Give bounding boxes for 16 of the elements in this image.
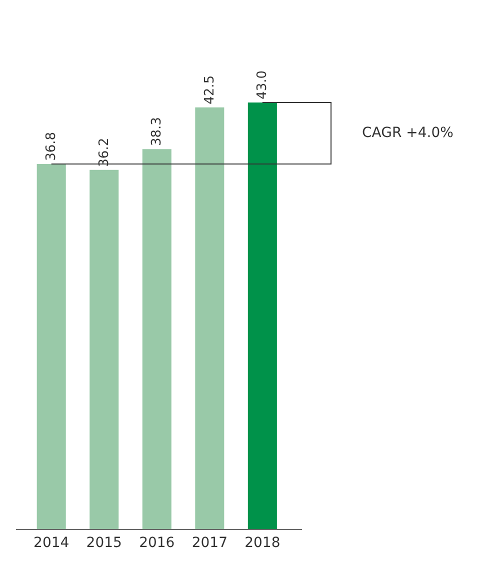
- x-tick-label: 2017: [192, 534, 228, 551]
- x-tick-label: 2015: [86, 534, 122, 551]
- text: CAGR +4.0%: [362, 125, 454, 141]
- data-label: 38.3: [150, 117, 165, 146]
- bar: [142, 149, 172, 529]
- data-label: 36.8: [44, 132, 60, 161]
- x-tick-label: 2016: [139, 534, 175, 551]
- x-tick-label: 2018: [244, 534, 280, 551]
- bar: [90, 170, 119, 529]
- bar: [36, 164, 66, 529]
- data-label: 36.2: [96, 138, 112, 167]
- data-label: 43.0: [255, 70, 270, 100]
- data-label: 42.5: [202, 75, 218, 104]
- x-tick-label: 2014: [34, 534, 70, 551]
- bar: [248, 102, 277, 529]
- bar: [195, 107, 224, 529]
